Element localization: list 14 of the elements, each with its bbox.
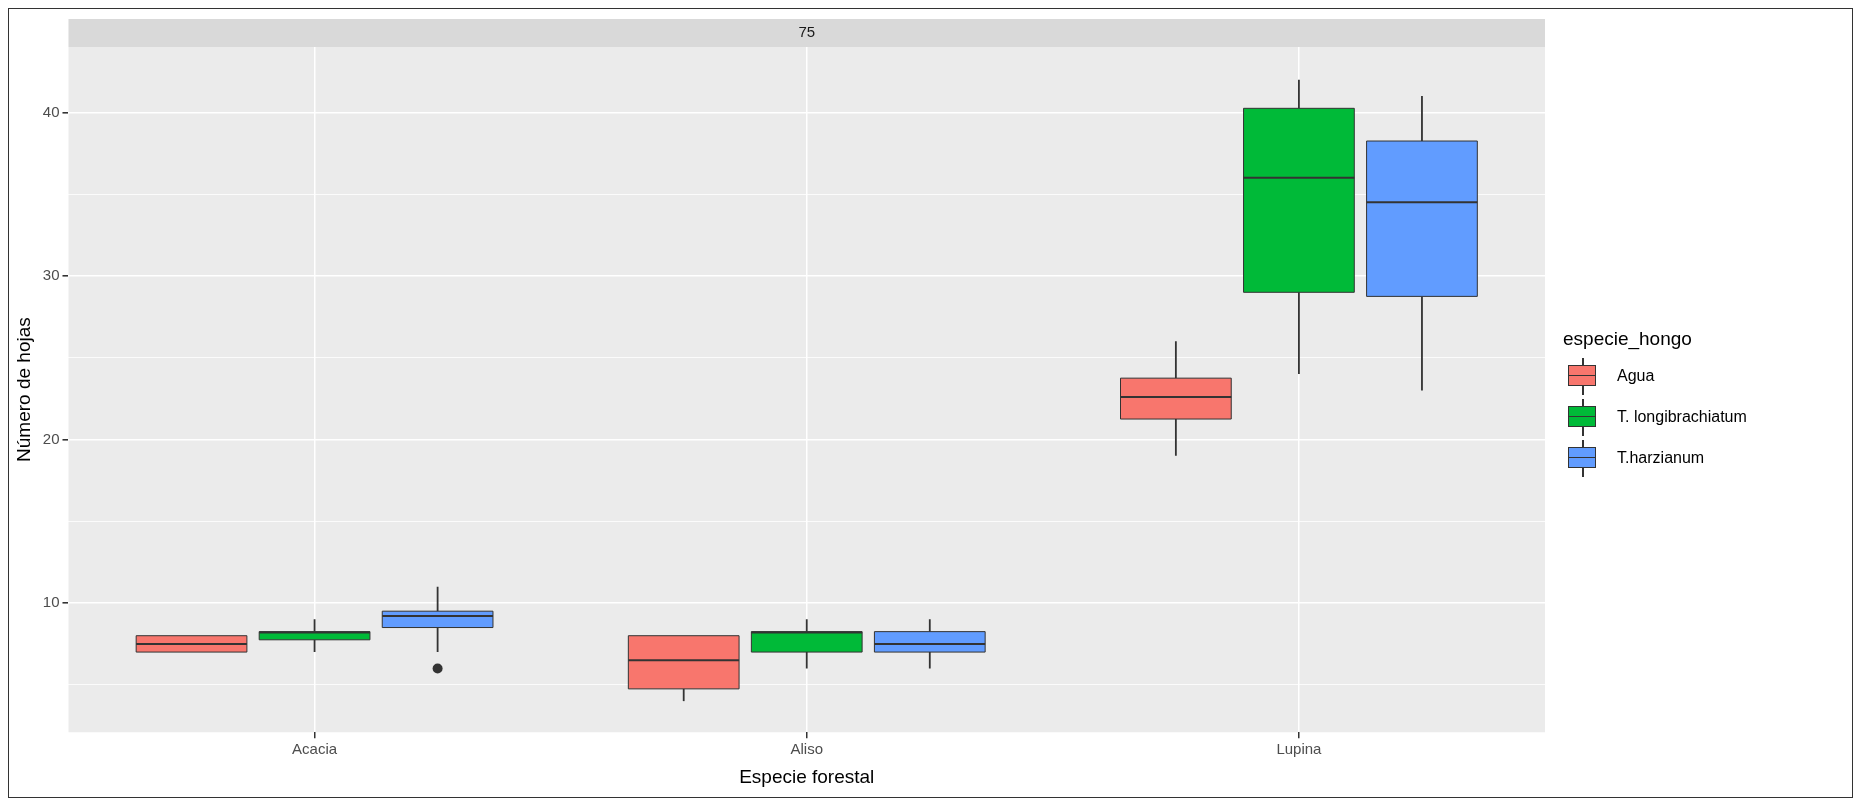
y-tick-label: 30: [42, 266, 60, 284]
legend-label: T.harzianum: [1617, 449, 1705, 467]
legend-title: especie_hongo: [1563, 327, 1693, 350]
x-axis-title: Especie forestal: [739, 765, 875, 787]
x-tick-label: Aliso: [790, 740, 823, 758]
y-tick-label: 40: [42, 102, 60, 120]
legend-label: Agua: [1617, 367, 1655, 385]
legend-label: T. longibrachiatum: [1617, 408, 1747, 426]
y-tick-label: 10: [42, 593, 60, 611]
y-tick-label: 20: [42, 429, 60, 447]
y-axis-title: Número de hojas: [12, 317, 34, 462]
x-tick-label: Acacia: [292, 740, 338, 758]
chart-title: 75: [798, 23, 816, 41]
x-tick-label: Lupina: [1276, 740, 1323, 758]
